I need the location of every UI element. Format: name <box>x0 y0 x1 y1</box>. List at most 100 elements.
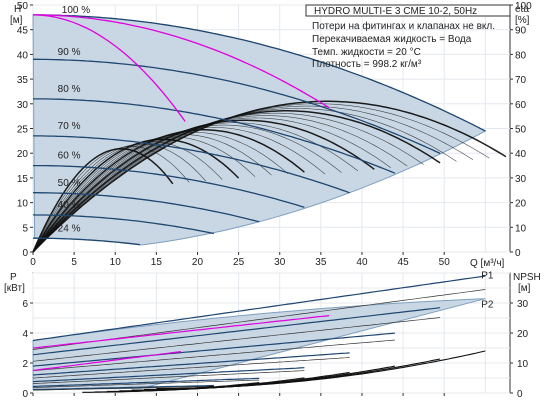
top-right-axis-unit: [%] <box>515 15 530 26</box>
y-tick-label: 60 <box>515 100 527 111</box>
power-curve-p2 <box>32 386 214 391</box>
x-tick-label: 30 <box>274 257 286 268</box>
speed-label: 100 % <box>62 5 90 16</box>
y-tick-label: 25 <box>17 125 29 136</box>
power-area <box>32 298 486 390</box>
y-tick-label: 20 <box>17 149 29 160</box>
x-tick-label: 15 <box>151 257 163 268</box>
x-axis-label: Q [м³/ч] <box>470 258 505 269</box>
curve-label-p1: P1 <box>481 270 494 281</box>
efficiency-curve <box>32 100 507 253</box>
power-curve-p2 <box>32 370 305 384</box>
x-tick-label: 0 <box>30 257 36 268</box>
y-tick-label: 30 <box>517 299 529 310</box>
head-curve <box>33 192 260 223</box>
top-left-axis-unit: [м] <box>10 15 23 26</box>
power-curve-p1 <box>32 332 395 367</box>
y-tick-label: 0 <box>22 389 28 400</box>
x-tick-label: 5 <box>71 257 77 268</box>
power-curve-p2 <box>32 357 350 379</box>
x-tick-label: 45 <box>398 257 410 268</box>
speed-label: 90 % <box>58 47 81 58</box>
head-curve <box>33 14 486 132</box>
efficiency-curve <box>32 143 206 253</box>
highlight-curve <box>33 14 330 109</box>
top-left-axis-label: H <box>14 4 21 15</box>
power-curve-p1 <box>32 275 486 342</box>
speed-label: 70 % <box>58 121 81 132</box>
y-tick-label: 15 <box>17 174 29 185</box>
y-tick-label: 0 <box>517 389 523 400</box>
bottom-right-axis-unit: [м] <box>518 283 531 294</box>
power-curve-p1 <box>32 367 305 383</box>
top-plot: 100 % 90 % 80 % 70 % 60 % 50 % 40 % 24 % 0 5 10 15 2… <box>17 1 532 268</box>
y-tick-label: 30 <box>515 174 527 185</box>
y-tick-label: 50 <box>515 125 527 136</box>
power-curve-p1 <box>32 307 441 356</box>
y-tick-label: 10 <box>17 199 29 210</box>
info-line: Плотность = 998.2 кг/м³ <box>312 59 422 70</box>
head-curve <box>33 98 396 174</box>
power-curve-p1 <box>32 352 350 376</box>
bottom-right-axis-label: NPSH <box>513 272 541 283</box>
x-tick-label: 20 <box>192 257 204 268</box>
efficiency-curve <box>32 108 457 253</box>
curve-label-p2: P2 <box>481 300 494 311</box>
efficiency-curve <box>32 134 272 253</box>
bottom-left-axis-unit: [кВт] <box>4 283 25 294</box>
y-tick-label: 6 <box>22 299 28 310</box>
efficiency-curve <box>32 138 240 253</box>
x-tick-label: 10 <box>110 257 122 268</box>
top-right-axis-label: eta <box>515 4 529 15</box>
y-tick-label: 45 <box>17 26 29 37</box>
efficiency-curve <box>32 136 256 253</box>
y-tick-label: 2 <box>22 359 28 370</box>
efficiency-curve <box>32 146 190 253</box>
efficiency-curve <box>32 105 474 253</box>
info-box-title: HYDRO MULTI-E 3 CME 10-2, 50Hz <box>314 6 477 17</box>
head-curve <box>33 164 305 208</box>
head-curve <box>33 135 350 194</box>
y-tick-label: 90 <box>515 26 527 37</box>
bottom-left-axis-label: P <box>10 272 17 283</box>
y-tick-label: 40 <box>17 50 29 61</box>
highlight-curve <box>32 351 182 372</box>
efficiency-curve <box>32 148 174 253</box>
highlight-curve <box>32 14 186 122</box>
info-box-frame <box>305 4 511 17</box>
y-tick-label: 50 <box>17 1 29 12</box>
info-line: Темп. жидкости = 20 °C <box>312 47 421 58</box>
bottom-plot: P1 P2 0 2 4 6 0 10 20 30 <box>22 270 528 400</box>
x-tick-label: 40 <box>356 257 368 268</box>
speed-label: 80 % <box>58 84 81 95</box>
info-line: Перекачиваемая жидкость = Вода <box>312 34 472 45</box>
y-tick-label: 70 <box>515 75 527 86</box>
y-tick-label: 5 <box>22 223 28 234</box>
y-tick-label: 30 <box>17 100 29 111</box>
y-tick-label: 10 <box>515 223 527 234</box>
y-tick-label: 4 <box>22 329 28 340</box>
power-curve-p1 <box>32 377 260 387</box>
x-tick-label: 35 <box>315 257 327 268</box>
speed-label: 24 % <box>58 224 81 235</box>
y-tick-label: 40 <box>515 149 527 160</box>
speed-label: 40 % <box>58 200 81 211</box>
y-tick-label: 0 <box>515 248 521 259</box>
power-curve-p1 <box>32 384 214 391</box>
y-tick-label: 80 <box>515 50 527 61</box>
info-box: HYDRO MULTI-E 3 CME 10-2, 50Hz Потери на… <box>305 4 511 70</box>
x-tick-label: 25 <box>233 257 245 268</box>
power-curve-p2 <box>32 317 441 362</box>
y-tick-label: 100 <box>515 1 532 12</box>
power-curve-p2 <box>32 379 260 388</box>
info-line: Потери на фитингах и клапанах не вкл. <box>312 20 495 32</box>
y-tick-label: 10 <box>517 359 529 370</box>
npsh-curve <box>82 385 214 393</box>
power-curve-p2 <box>32 339 395 372</box>
x-tick-label: 50 <box>439 257 451 268</box>
y-tick-label: 20 <box>515 199 527 210</box>
speed-label: 50 % <box>58 178 81 189</box>
highlight-curve <box>32 315 330 349</box>
head-curve <box>33 237 140 246</box>
head-curve <box>33 58 441 154</box>
